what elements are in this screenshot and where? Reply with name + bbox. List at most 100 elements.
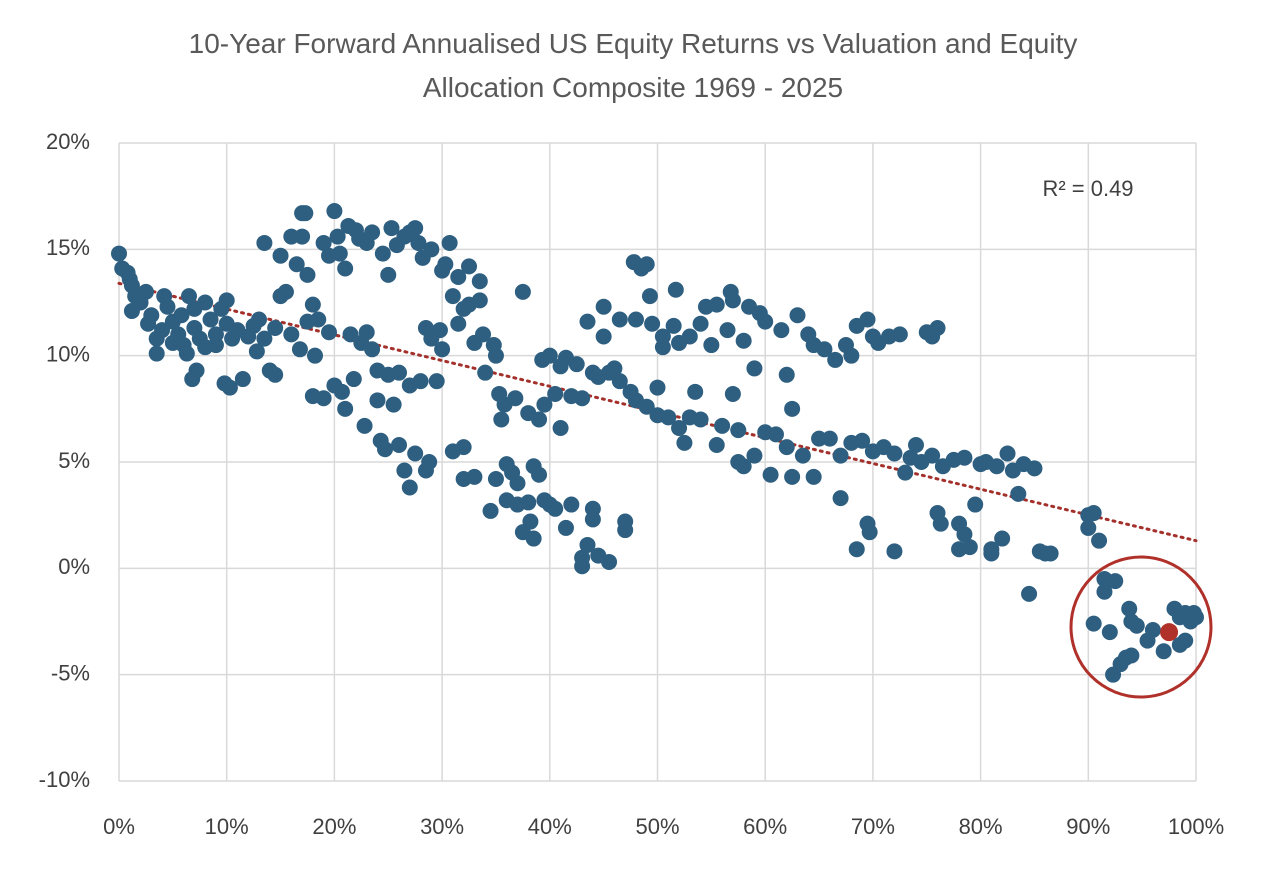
- point: [1091, 532, 1108, 549]
- point: [708, 436, 725, 453]
- r-squared: R² = 0.49: [1042, 176, 1133, 201]
- point: [202, 311, 219, 328]
- point: [994, 530, 1011, 547]
- point: [595, 298, 612, 315]
- point: [283, 326, 300, 343]
- point: [294, 228, 311, 245]
- point: [784, 468, 801, 485]
- point: [660, 409, 677, 426]
- point: [310, 311, 327, 328]
- point: [421, 454, 438, 470]
- point: [859, 311, 876, 328]
- point: [1144, 622, 1161, 639]
- point: [671, 419, 688, 436]
- point: [531, 411, 548, 428]
- x-tick-label: 0%: [103, 814, 135, 839]
- point: [184, 371, 201, 388]
- point: [507, 390, 524, 407]
- point: [364, 224, 381, 241]
- point: [832, 447, 849, 464]
- point: [148, 345, 165, 362]
- point: [805, 468, 822, 485]
- y-tick-label: 0%: [58, 554, 90, 579]
- point: [961, 539, 978, 556]
- point: [886, 445, 903, 462]
- point: [1107, 573, 1124, 590]
- x-tick-label: 100%: [1168, 814, 1224, 839]
- highlight-point: [1160, 623, 1179, 642]
- y-tick-label: 20%: [46, 129, 90, 154]
- point: [821, 430, 838, 447]
- point: [692, 315, 709, 332]
- point: [525, 530, 542, 547]
- point: [1085, 505, 1102, 522]
- point: [396, 462, 413, 479]
- point: [315, 390, 332, 407]
- point: [337, 260, 354, 277]
- point: [407, 445, 424, 462]
- point: [267, 320, 284, 337]
- highlight-circle: [1069, 555, 1213, 699]
- point: [374, 245, 391, 262]
- x-tick-label: 30%: [420, 814, 464, 839]
- point: [681, 328, 698, 345]
- point: [1096, 583, 1113, 600]
- point: [337, 400, 354, 417]
- point: [762, 466, 779, 483]
- point: [154, 322, 171, 339]
- point: [848, 541, 865, 558]
- x-tick-label: 40%: [528, 814, 572, 839]
- point: [767, 426, 784, 443]
- point: [288, 256, 305, 273]
- y-tick-label: 5%: [58, 448, 90, 473]
- point: [437, 256, 454, 273]
- point: [383, 220, 400, 237]
- point: [667, 281, 684, 298]
- point: [248, 343, 265, 360]
- point: [434, 341, 451, 358]
- point: [574, 390, 591, 407]
- point: [1128, 617, 1145, 634]
- point: [627, 311, 644, 328]
- point: [143, 307, 160, 324]
- point: [816, 341, 833, 358]
- point: [724, 385, 741, 402]
- point: [611, 311, 628, 328]
- point: [638, 256, 655, 273]
- point: [514, 283, 531, 300]
- point: [291, 341, 308, 358]
- point: [746, 447, 763, 464]
- point: [412, 373, 429, 390]
- point: [932, 515, 949, 532]
- point: [988, 458, 1005, 475]
- point: [251, 311, 268, 328]
- point: [520, 494, 537, 511]
- point: [509, 475, 526, 492]
- point: [159, 298, 176, 315]
- point: [1101, 624, 1118, 641]
- point: [784, 400, 801, 417]
- x-tick-label: 50%: [635, 814, 679, 839]
- point: [606, 360, 623, 377]
- point: [703, 337, 720, 354]
- point: [377, 441, 394, 458]
- point: [983, 545, 1000, 562]
- point: [827, 351, 844, 368]
- point: [886, 543, 903, 560]
- point: [1026, 460, 1043, 477]
- point: [854, 432, 871, 449]
- point: [907, 436, 924, 453]
- point: [461, 258, 478, 275]
- y-tick-label: -10%: [39, 767, 90, 792]
- point: [216, 375, 233, 392]
- point: [369, 392, 386, 409]
- x-tick-label: 10%: [205, 814, 249, 839]
- point: [531, 466, 548, 483]
- point: [574, 558, 591, 575]
- point: [654, 339, 671, 356]
- point: [329, 228, 346, 245]
- x-tick-label: 80%: [959, 814, 1003, 839]
- y-tick-label: -5%: [51, 660, 90, 685]
- x-tick-label: 60%: [743, 814, 787, 839]
- point: [342, 326, 359, 343]
